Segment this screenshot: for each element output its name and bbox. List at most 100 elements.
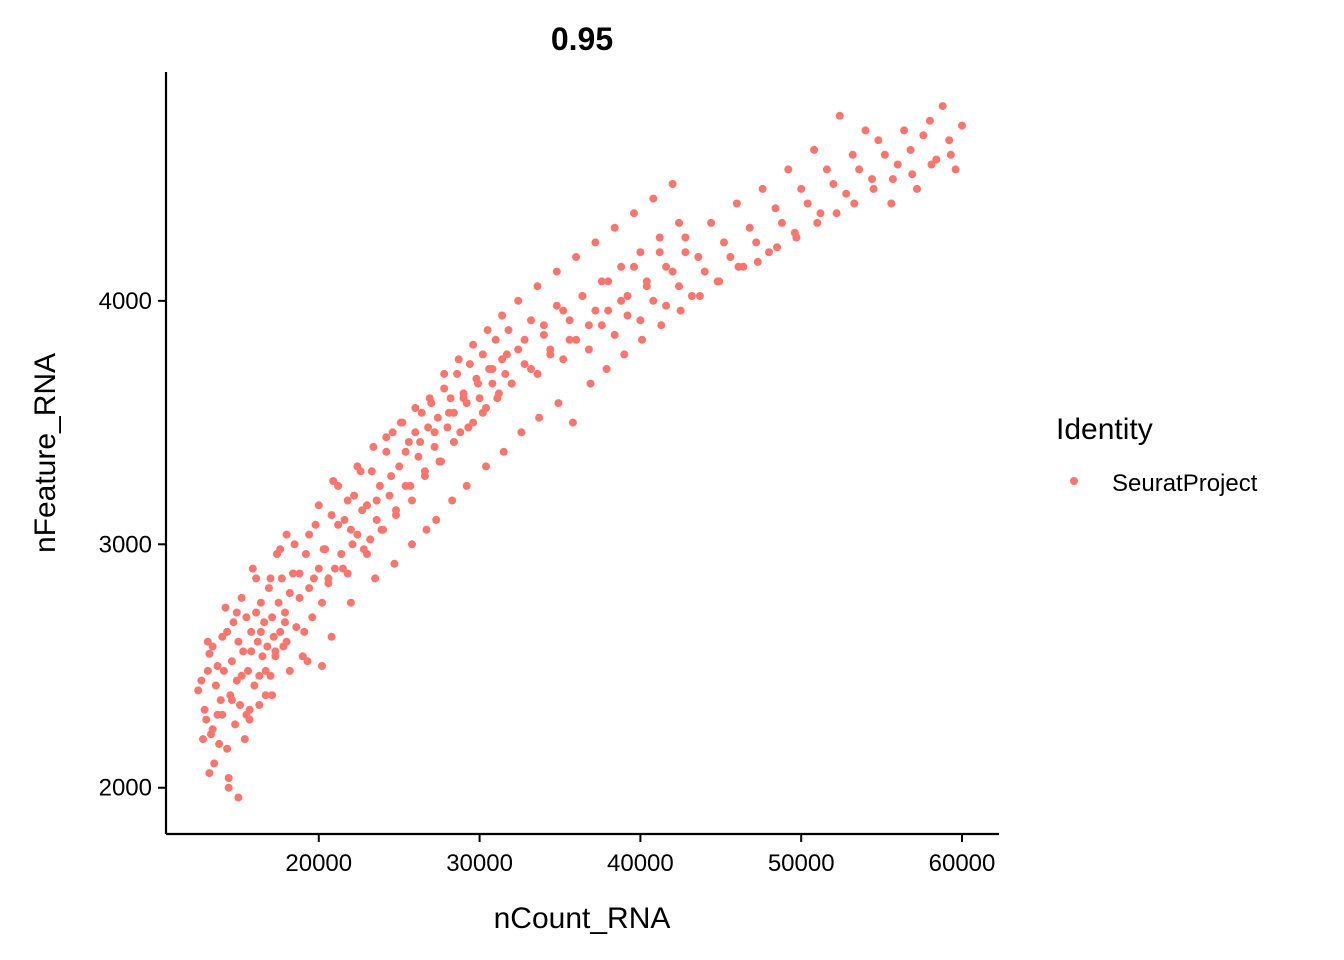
data-point: [459, 394, 468, 403]
data-point: [765, 248, 773, 257]
data-point: [348, 540, 357, 549]
data-point: [675, 282, 683, 291]
data-point: [218, 632, 227, 641]
data-point: [330, 564, 339, 573]
data-point: [591, 306, 600, 315]
data-point: [488, 365, 497, 373]
data-point: [848, 150, 857, 159]
data-point: [411, 404, 420, 412]
x-tick-label: 60000: [929, 850, 996, 877]
data-point: [855, 165, 864, 174]
data-point: [554, 399, 563, 408]
data-point: [252, 608, 261, 617]
data-point: [482, 462, 490, 471]
data-point: [295, 569, 304, 578]
data-point: [810, 145, 819, 154]
data-point: [861, 126, 870, 135]
data-point: [597, 321, 606, 330]
data-point: [604, 306, 613, 315]
data-point: [435, 457, 444, 466]
data-point: [498, 311, 507, 320]
data-point: [642, 277, 651, 286]
data-point: [324, 579, 333, 588]
data-point: [958, 121, 966, 130]
data-point: [469, 340, 478, 349]
data-point: [247, 627, 256, 636]
data-point: [289, 569, 297, 578]
data-point: [318, 598, 326, 607]
y-axis-title: nFeature_RNA: [29, 353, 62, 553]
data-point: [269, 632, 278, 641]
data-point: [874, 136, 883, 145]
data-point: [572, 335, 581, 344]
data-point: [256, 598, 265, 607]
data-point: [318, 662, 326, 670]
data-point: [308, 613, 317, 622]
data-point: [501, 369, 510, 378]
data-point: [327, 632, 336, 641]
data-point: [382, 447, 391, 456]
data-point: [527, 316, 535, 325]
data-point: [946, 150, 955, 159]
data-point: [213, 662, 222, 670]
data-point: [237, 593, 246, 602]
data-point: [285, 666, 294, 675]
data-point: [252, 574, 261, 583]
data-point: [417, 408, 426, 417]
data-point: [493, 394, 502, 403]
data-point: [655, 233, 664, 242]
data-point: [440, 369, 449, 378]
data-point: [369, 442, 378, 451]
data-point: [630, 209, 638, 218]
data-point: [700, 267, 709, 276]
data-point: [416, 438, 425, 446]
data-point: [620, 350, 629, 359]
data-point: [657, 321, 666, 330]
data-point: [597, 277, 606, 286]
data-point: [578, 292, 587, 300]
data-point: [277, 574, 286, 583]
data-point: [888, 175, 897, 184]
data-point: [649, 296, 658, 305]
data-point: [813, 218, 822, 227]
data-point: [236, 701, 244, 709]
data-point: [630, 262, 638, 271]
data-point: [430, 428, 439, 437]
data-point: [248, 564, 257, 573]
data-point: [900, 126, 909, 135]
data-point: [205, 649, 214, 658]
data-point: [488, 379, 497, 388]
data-point: [205, 769, 214, 778]
data-point: [474, 379, 482, 388]
data-point: [276, 627, 285, 636]
legend-key-seuratproject: [1070, 477, 1078, 485]
data-point: [408, 496, 416, 505]
data-point: [390, 559, 399, 568]
data-point: [371, 574, 380, 583]
data-point: [314, 501, 323, 510]
data-point: [250, 681, 259, 690]
data-point: [430, 442, 439, 451]
data-point: [258, 652, 267, 661]
data-point: [234, 637, 243, 646]
data-point: [432, 515, 441, 524]
chart-title: 0.95: [551, 21, 613, 57]
data-point: [210, 759, 219, 768]
data-point: [234, 793, 243, 802]
data-point: [734, 262, 743, 271]
x-tick-label: 30000: [446, 850, 513, 877]
data-point: [282, 530, 291, 539]
data-point: [363, 550, 371, 558]
data-point: [343, 569, 352, 578]
x-axis-title: nCount_RNA: [494, 902, 671, 935]
data-point: [276, 545, 285, 554]
data-point: [363, 501, 371, 510]
data-point: [443, 423, 452, 432]
data-point: [411, 428, 420, 437]
y-tick-label: 4000: [99, 288, 152, 315]
data-point: [715, 277, 724, 286]
data-point: [584, 345, 593, 354]
data-point: [454, 355, 463, 364]
data-point: [218, 710, 227, 719]
data-point: [343, 496, 352, 505]
